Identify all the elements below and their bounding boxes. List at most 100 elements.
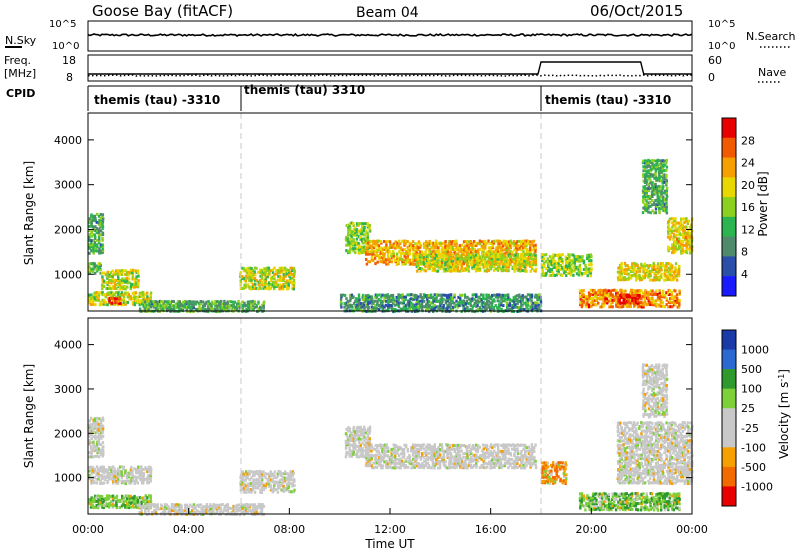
- heatmap-cell: [145, 307, 149, 311]
- heatmap-cell: [377, 239, 380, 243]
- heatmap-cell: [255, 480, 259, 484]
- heatmap-cell: [531, 248, 534, 252]
- heatmap-cell: [423, 299, 426, 303]
- heatmap-cell: [541, 272, 544, 276]
- heatmap-cell: [561, 274, 564, 277]
- heatmap-cell: [645, 209, 648, 213]
- heatmap-cell: [101, 429, 104, 433]
- heatmap-cell: [147, 500, 151, 504]
- heatmap-cell: [646, 169, 649, 173]
- heatmap-cell: [390, 252, 393, 256]
- heatmap-cell: [487, 268, 490, 272]
- heatmap-cell: [411, 303, 415, 307]
- heatmap-cell: [626, 303, 629, 307]
- heatmap-cell: [92, 421, 95, 425]
- heatmap-cell: [237, 304, 240, 308]
- heatmap-cell: [636, 299, 639, 303]
- heatmap-cell: [629, 274, 632, 278]
- heatmap-cell: [504, 242, 507, 246]
- heatmap-cell: [437, 265, 440, 269]
- heatmap-cell: [212, 511, 215, 514]
- heatmap-cell: [604, 295, 607, 298]
- heatmap-cell: [597, 289, 600, 293]
- heatmap-cell: [395, 245, 398, 249]
- heatmap-cell: [406, 308, 409, 312]
- heatmap-cell: [523, 259, 526, 263]
- heatmap-cell: [437, 248, 440, 252]
- heatmap-cell: [262, 284, 265, 288]
- heatmap-cell: [536, 294, 539, 298]
- heatmap-cell: [663, 180, 666, 184]
- heatmap-cell: [413, 256, 417, 260]
- heatmap-cell: [379, 299, 382, 303]
- heatmap-cell: [602, 293, 605, 297]
- heatmap-cell: [391, 293, 395, 297]
- heatmap-cell: [656, 201, 659, 205]
- heatmap-cell: [426, 301, 429, 305]
- heatmap-cell: [393, 303, 397, 307]
- heatmap-cell: [654, 278, 658, 282]
- heatmap-cell: [412, 308, 415, 311]
- heatmap-cell: [92, 506, 95, 510]
- heatmap-cell: [520, 297, 523, 301]
- heatmap-cell: [515, 246, 518, 250]
- heatmap-cell: [169, 510, 172, 514]
- heatmap-cell: [489, 253, 492, 257]
- heatmap-cell: [393, 259, 397, 262]
- heatmap-cell: [647, 274, 651, 278]
- heatmap-cell: [680, 221, 683, 225]
- heatmap-cell: [144, 466, 147, 470]
- heatmap-cell: [662, 177, 665, 181]
- heatmap-cell: [529, 253, 532, 257]
- heatmap-cell: [401, 307, 404, 311]
- heatmap-cell: [110, 494, 113, 498]
- heatmap-cell: [462, 303, 465, 307]
- heatmap-cell: [97, 428, 100, 432]
- heatmap-cell: [88, 473, 91, 477]
- heatmap-cell: [176, 509, 180, 513]
- heatmap-cell: [651, 291, 654, 295]
- heatmap-cell: [185, 300, 188, 304]
- heatmap-cell: [174, 305, 178, 309]
- heatmap-cell: [408, 252, 412, 256]
- heatmap-cell: [529, 261, 532, 265]
- heatmap-cell: [349, 293, 352, 297]
- heatmap-cell: [550, 255, 553, 259]
- heatmap-cell: [667, 266, 670, 270]
- heatmap-cell: [134, 475, 138, 479]
- heatmap-cell: [219, 305, 222, 309]
- heatmap-cell: [686, 233, 690, 237]
- heatmap-cell: [122, 285, 126, 289]
- heatmap-cell: [255, 510, 258, 514]
- heatmap-cell: [433, 259, 436, 263]
- heatmap-cell: [205, 505, 208, 509]
- heatmap-cell: [430, 293, 433, 297]
- heatmap-cell: [654, 211, 657, 215]
- heatmap-cell: [446, 246, 449, 250]
- heatmap-cell: [170, 304, 174, 308]
- heatmap-cell: [92, 440, 95, 444]
- heatmap-cell: [163, 306, 167, 310]
- heatmap-cell: [261, 503, 264, 506]
- heatmap-cell: [259, 506, 262, 510]
- heatmap-cell: [523, 308, 526, 311]
- heatmap-cell: [662, 209, 665, 212]
- heatmap-cell: [656, 268, 659, 271]
- heatmap-cell: [144, 508, 147, 512]
- heatmap-cell: [410, 262, 413, 266]
- heatmap-cell: [97, 447, 100, 451]
- heatmap-cell: [464, 250, 467, 254]
- heatmap-cell: [101, 287, 104, 291]
- heatmap-cell: [350, 239, 353, 243]
- heatmap-cell: [357, 251, 360, 255]
- heatmap-cell: [233, 505, 237, 509]
- heatmap-cell: [346, 299, 350, 303]
- heatmap-cell: [375, 295, 379, 299]
- power-colorbar-label: Power [dB]: [756, 171, 770, 236]
- heatmap-cell: [685, 235, 688, 239]
- heatmap-cell: [471, 246, 474, 250]
- heatmap-cell: [248, 279, 251, 283]
- heatmap-cell: [651, 278, 654, 282]
- heatmap-cell: [285, 272, 288, 276]
